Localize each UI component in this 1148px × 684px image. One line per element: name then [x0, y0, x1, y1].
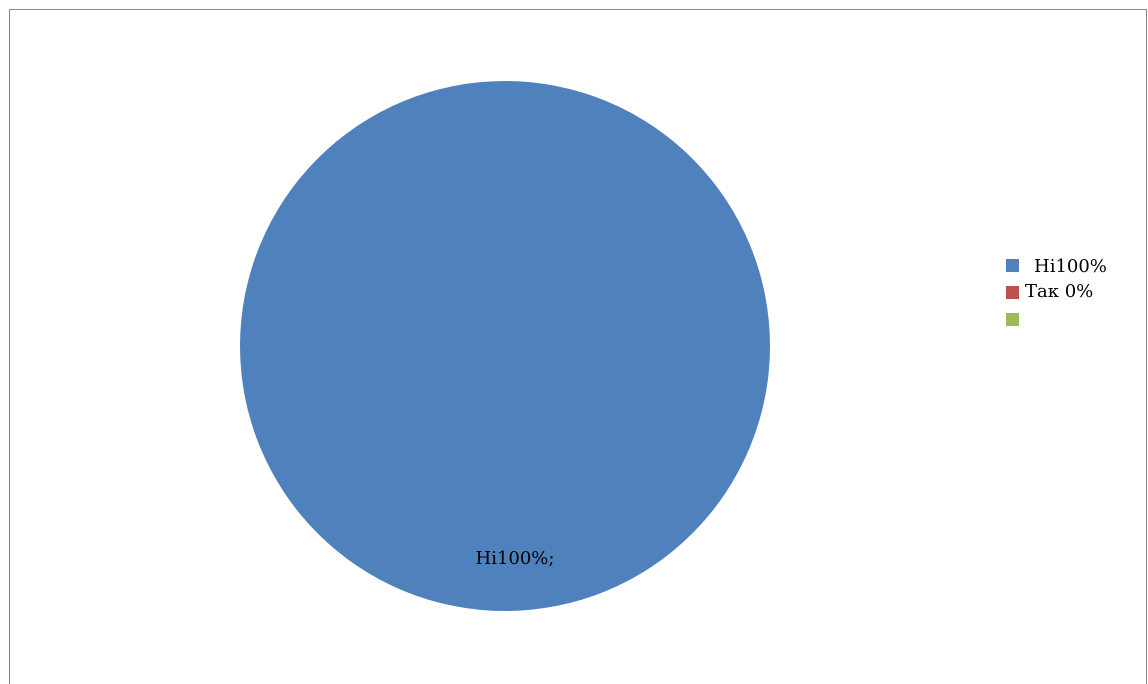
legend-swatch-0: [1006, 259, 1019, 272]
legend-label-1: Так 0%: [1025, 281, 1093, 302]
data-labels: Ні100%;: [476, 548, 555, 569]
data-label-0: Ні100%;: [476, 548, 555, 569]
pie-slice-0: [240, 81, 770, 611]
legend-item-1: Так 0%: [1006, 281, 1093, 302]
legend-swatch-1: [1006, 286, 1019, 299]
legend: Ні100% Так 0%: [1006, 256, 1107, 326]
legend-label-0: Ні100%: [1034, 256, 1107, 277]
legend-item-2: [1006, 313, 1019, 326]
legend-item-0: Ні100%: [1006, 256, 1107, 277]
pie-slices: [240, 81, 770, 611]
legend-swatch-2: [1006, 313, 1019, 326]
